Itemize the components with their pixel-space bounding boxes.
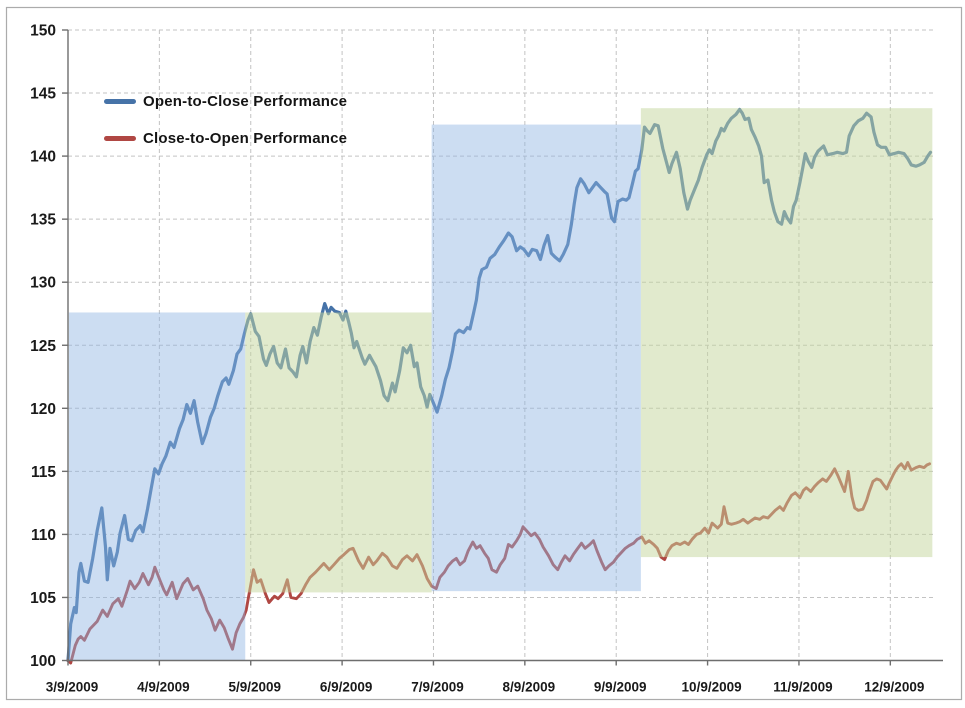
axes	[62, 29, 943, 666]
x-axis-tick-label: 7/9/2009	[411, 680, 464, 695]
sep-to-dec-green-band	[640, 108, 933, 558]
x-axis-tick-label: 10/9/2009	[682, 680, 742, 695]
legend-label-close-to-open: Close-to-Open Performance	[143, 130, 348, 147]
y-axis-tick-label: 130	[30, 275, 56, 292]
chart-border-frame	[5, 6, 963, 701]
mar-to-may-blue-band	[68, 312, 246, 661]
y-axis-tick-label: 100	[30, 653, 56, 670]
legend-item-open-to-close: Open-to-Close Performance	[104, 93, 347, 110]
y-axis-tick-label: 140	[30, 149, 56, 166]
x-axis-tick-label: 4/9/2009	[137, 680, 190, 695]
y-axis-tick-label: 105	[30, 590, 56, 607]
x-axis-tick-label: 6/9/2009	[320, 680, 373, 695]
x-axis-tick-label: 5/9/2009	[228, 680, 281, 695]
axis-tick-labels: 100 105 110 115 120 125 130 135 140 145 150 3/9/200…	[30, 23, 924, 695]
close-to-open-line-swatch-icon	[104, 136, 136, 141]
legend-label-open-to-close: Open-to-Close Performance	[143, 93, 348, 110]
y-axis-tick-label: 115	[31, 464, 56, 481]
open-to-close-line-swatch-icon	[104, 99, 136, 104]
legend-item-close-to-open: Close-to-Open Performance	[104, 130, 347, 147]
y-axis-tick-label: 145	[30, 86, 56, 103]
may-to-jul-green-band	[245, 312, 432, 593]
y-axis-tick-label: 120	[30, 401, 56, 418]
y-axis-tick-label: 125	[30, 338, 56, 355]
jul-to-sep-blue-band	[431, 124, 641, 592]
y-axis-tick-label: 135	[30, 212, 56, 229]
x-axis-tick-label: 11/9/2009	[773, 680, 832, 695]
y-axis-tick-label: 150	[30, 23, 56, 40]
period-shading-overlays	[68, 108, 933, 661]
outer-border	[5, 6, 963, 701]
x-axis-tick-label: 3/9/2009	[46, 680, 99, 695]
x-axis-tick-label: 8/9/2009	[503, 680, 556, 695]
x-axis-tick-label: 9/9/2009	[594, 680, 647, 695]
x-axis-tick-label: 12/9/2009	[864, 680, 924, 695]
y-axis-tick-label: 110	[31, 527, 56, 544]
